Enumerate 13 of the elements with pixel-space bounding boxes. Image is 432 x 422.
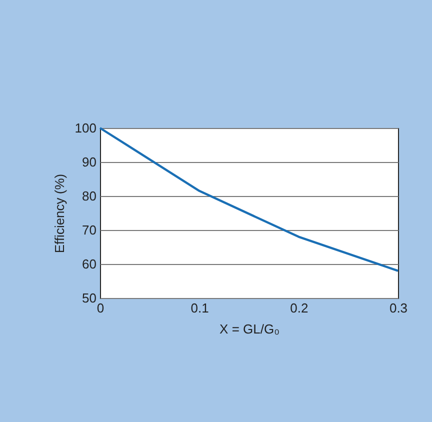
y-axis-title: Efficiency (%) (52, 174, 67, 254)
y-tick-label: 80 (82, 188, 96, 204)
x-tick-label: 0.1 (190, 300, 209, 316)
y-tick-label: 50 (82, 290, 96, 306)
y-tick-label: 70 (82, 222, 96, 238)
x-tick-label: 0.2 (290, 300, 308, 316)
x-axis-title: X = GL/G₀ (220, 322, 280, 336)
x-tick-label: 0 (96, 300, 104, 316)
y-tick-label: 90 (82, 154, 96, 170)
y-tick-label: 60 (82, 256, 96, 272)
line-series (98, 126, 400, 272)
y-tick-label: 100 (74, 120, 96, 136)
x-tick-label: 0.3 (389, 300, 408, 316)
